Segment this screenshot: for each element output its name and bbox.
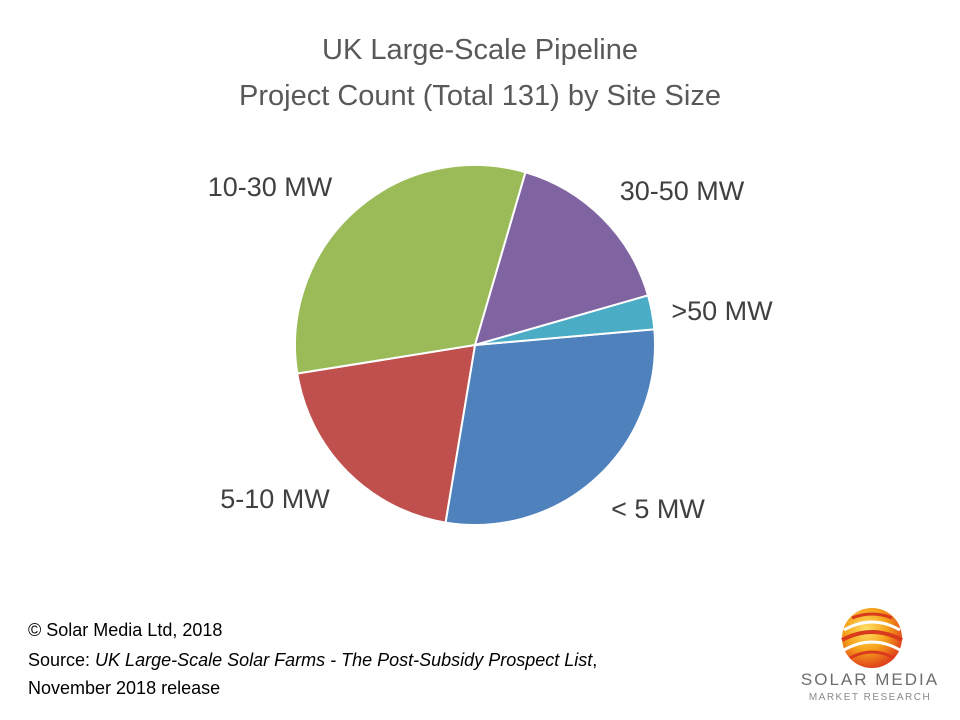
pie-slice-5 xyxy=(474,294,656,346)
logo-name: SOLAR MEDIA xyxy=(800,670,940,689)
slice-label-2: 5-10 MW xyxy=(220,484,330,514)
source-prefix: Source: xyxy=(28,650,96,670)
chart-title-line-2: Project Count (Total 131) by Site Size xyxy=(239,80,721,112)
logo-subtitle: MARKET RESEARCH xyxy=(808,692,932,703)
slice-label-5: >50 MW xyxy=(671,296,773,326)
pie-slice-2 xyxy=(296,343,477,524)
slice-label-4: 30-50 MW xyxy=(620,176,745,206)
source-title: UK Large-Scale Solar Farms - The Post-Su… xyxy=(95,650,593,670)
slice-label-3: 10-30 MW xyxy=(208,172,333,202)
pie-slice-1 xyxy=(444,328,656,526)
solar-media-logo: SOLAR MEDIA MARKET RESEARCH xyxy=(800,600,940,712)
chart-title-line-1: UK Large-Scale Pipeline xyxy=(322,34,638,66)
pie-slices xyxy=(294,164,656,526)
source-text: Source: UK Large-Scale Solar Farms - The… xyxy=(28,647,597,673)
release-text: November 2018 release xyxy=(28,678,221,698)
slice-label-1: < 5 MW xyxy=(611,494,705,524)
source-suffix: , xyxy=(592,650,598,670)
pie-labels: < 5 MW 5-10 MW 10-30 MW 30-50 MW >50 MW xyxy=(208,172,773,524)
pie-slice-3 xyxy=(294,164,527,375)
copyright-text: © Solar Media Ltd, 2018 xyxy=(28,620,223,640)
pie-slice-4 xyxy=(473,170,650,347)
globe-logo-icon xyxy=(841,608,903,668)
